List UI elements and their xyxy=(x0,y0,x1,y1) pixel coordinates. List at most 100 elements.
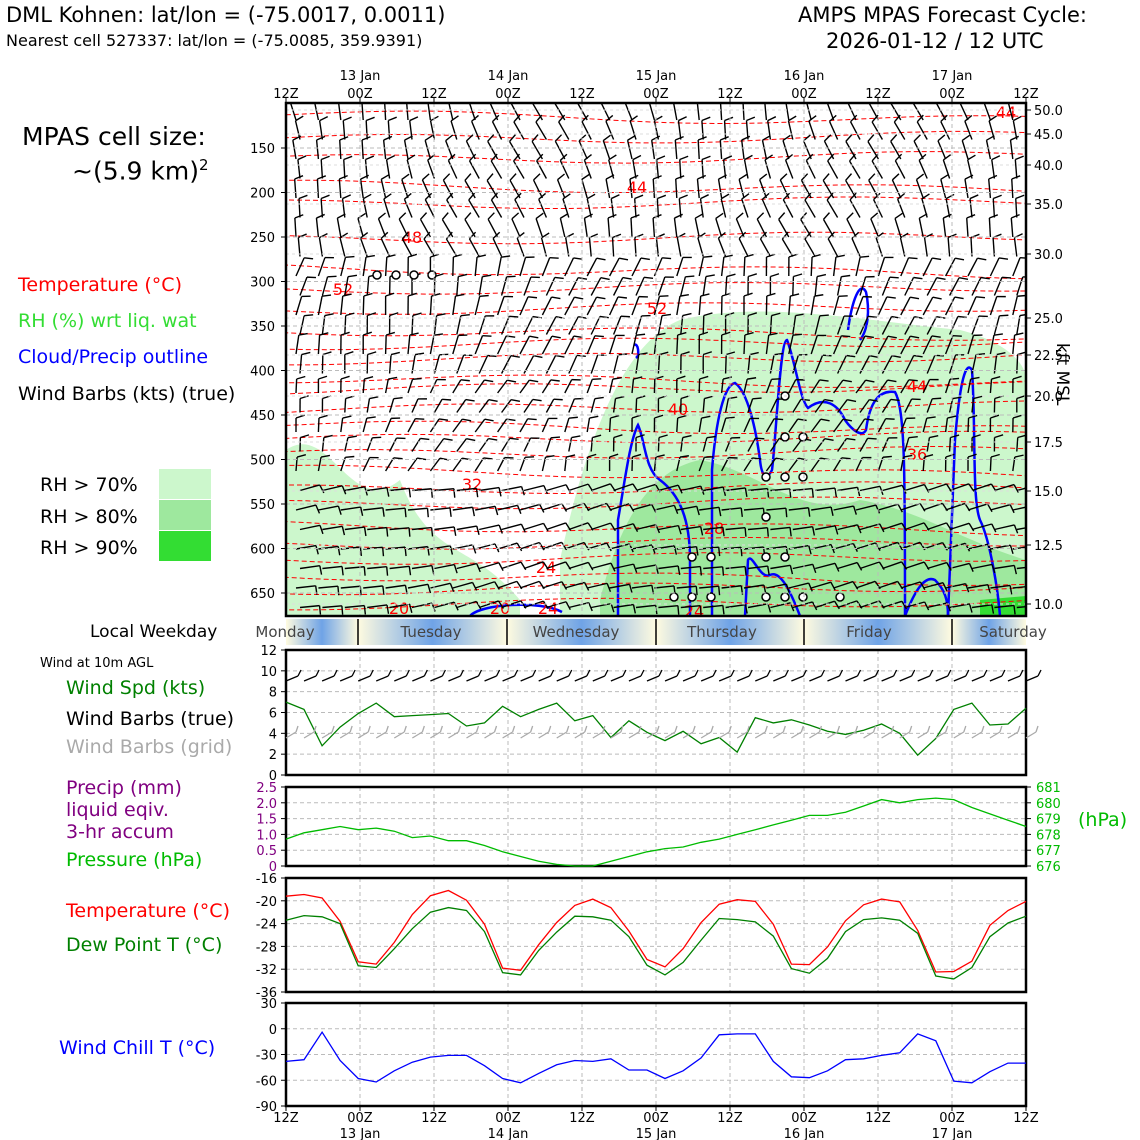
wind-barb-staff xyxy=(612,277,624,296)
wind-barb-flag xyxy=(385,98,393,101)
grid-wind-barb-flag xyxy=(728,725,732,733)
wind-barb-flag xyxy=(766,488,770,498)
wind-barb xyxy=(971,434,981,452)
wind-barb-flag xyxy=(871,153,879,162)
surface-wind-barb-staff xyxy=(466,675,479,682)
right-tick-label: 680 xyxy=(1036,797,1061,812)
wind-barb-flag xyxy=(484,379,494,383)
grid-wind-barb-staff xyxy=(448,731,459,739)
wind-barb xyxy=(971,276,990,296)
grid-wind-barb xyxy=(448,725,462,739)
surface-wind-barb-staff xyxy=(285,675,299,682)
wind-barb-staff xyxy=(738,179,745,199)
wind-barb xyxy=(765,378,781,394)
wind-barb-staff xyxy=(743,334,746,355)
wind-barb-staff xyxy=(542,541,562,550)
wind-barb xyxy=(720,331,731,355)
wind-barb-flag xyxy=(923,601,930,611)
wind-barb-flag xyxy=(357,212,366,219)
wind-barb-flag xyxy=(950,377,960,380)
wind-barb-flag xyxy=(421,173,430,181)
wind-barb-flag xyxy=(846,354,856,358)
wind-barb-flag xyxy=(319,332,329,336)
wind-barb-flag xyxy=(607,213,617,219)
wind-barb-flag xyxy=(610,194,620,200)
wind-barb xyxy=(1012,414,1022,433)
wind-barb-flag xyxy=(536,153,544,162)
wind-barb-flag xyxy=(588,602,593,612)
grid-wind-barb xyxy=(574,725,588,739)
wind-barb-flag xyxy=(964,583,970,593)
weekday-band-segment xyxy=(656,619,804,645)
wind-barb xyxy=(948,434,960,452)
wind-barb-flag xyxy=(890,398,900,402)
wind-barb xyxy=(429,457,449,472)
wind-barb xyxy=(581,173,590,199)
wind-barb xyxy=(516,232,525,257)
wind-barb-flag xyxy=(509,173,517,181)
wind-barb-flag xyxy=(555,354,565,358)
wind-barb xyxy=(429,418,449,433)
wind-barb-staff xyxy=(496,296,505,316)
wind-barb-staff xyxy=(403,140,409,160)
wind-barb-staff xyxy=(583,159,592,179)
left-tick-label: -90 xyxy=(256,1100,277,1115)
grid-wind-barb xyxy=(754,725,768,739)
wind-barb-staff xyxy=(538,198,548,218)
wind-barb-flag xyxy=(789,488,792,498)
wind-barb xyxy=(322,565,344,576)
wind-barb-staff xyxy=(784,159,794,179)
wind-barb-flag xyxy=(811,526,816,536)
wind-barb xyxy=(446,192,458,218)
wind-barb xyxy=(586,378,602,394)
wind-barb-flag xyxy=(433,333,443,336)
wind-barb-flag xyxy=(890,96,896,103)
surface-wind-barb xyxy=(646,669,663,682)
wind-barb xyxy=(359,174,370,199)
wind-barb-flag xyxy=(340,331,350,336)
wind-barb-flag xyxy=(386,566,389,576)
isotherm-label: 52 xyxy=(647,299,667,318)
wind-barb-staff xyxy=(680,315,684,335)
wind-barb xyxy=(613,603,637,614)
wind-barb-flag xyxy=(297,155,307,161)
wind-barb-staff xyxy=(542,503,563,511)
wind-barb-flag xyxy=(605,114,614,122)
wind-barb xyxy=(680,275,695,296)
wind-barb-staff xyxy=(792,398,802,413)
wind-barb xyxy=(890,134,902,160)
wind-barb-staff xyxy=(651,139,656,160)
wind-barb-flag xyxy=(441,212,449,220)
wind-barb xyxy=(894,153,906,179)
wind-barb-flag xyxy=(571,435,581,439)
wind-barb xyxy=(945,193,955,218)
cloud-outline xyxy=(710,338,907,616)
wind-barb-flag xyxy=(946,562,952,571)
wind-barb xyxy=(846,212,857,238)
wind-barb-staff xyxy=(366,398,371,413)
surface-wind-barb-staff xyxy=(827,675,840,682)
wind-barb-staff xyxy=(971,523,992,531)
wind-barb-flag xyxy=(610,414,620,419)
wind-barb-flag xyxy=(458,273,468,278)
wind-barb xyxy=(365,116,375,140)
wind-barb xyxy=(826,192,839,218)
wind-barb-flag xyxy=(615,395,625,400)
wind-barb-flag xyxy=(789,527,792,537)
grid-wind-barb-flag xyxy=(800,725,804,733)
wind-barb xyxy=(611,233,622,257)
wind-barb xyxy=(578,134,588,160)
wind-barb-staff xyxy=(1011,178,1014,199)
wind-barb-flag xyxy=(568,416,578,419)
wind-barb-flag xyxy=(829,114,837,122)
wind-barb xyxy=(318,505,342,515)
wind-barb xyxy=(344,395,355,413)
wind-barb-flag xyxy=(342,293,352,297)
wind-barb xyxy=(810,253,821,277)
wind-barb xyxy=(971,563,996,574)
wind-barb-staff xyxy=(747,603,769,609)
wind-barb-flag xyxy=(498,562,504,572)
wind-barb xyxy=(837,437,856,452)
wind-barb-flag xyxy=(589,415,599,419)
wind-barb xyxy=(338,174,348,199)
